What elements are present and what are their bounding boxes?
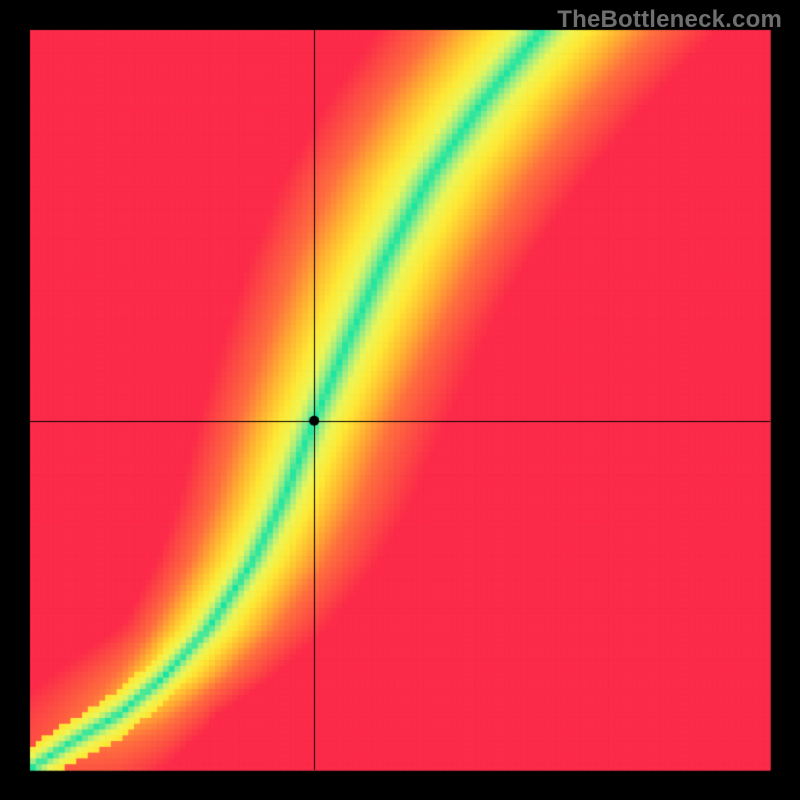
bottleneck-heatmap xyxy=(0,0,800,800)
stage: TheBottleneck.com xyxy=(0,0,800,800)
watermark-text: TheBottleneck.com xyxy=(557,6,782,34)
